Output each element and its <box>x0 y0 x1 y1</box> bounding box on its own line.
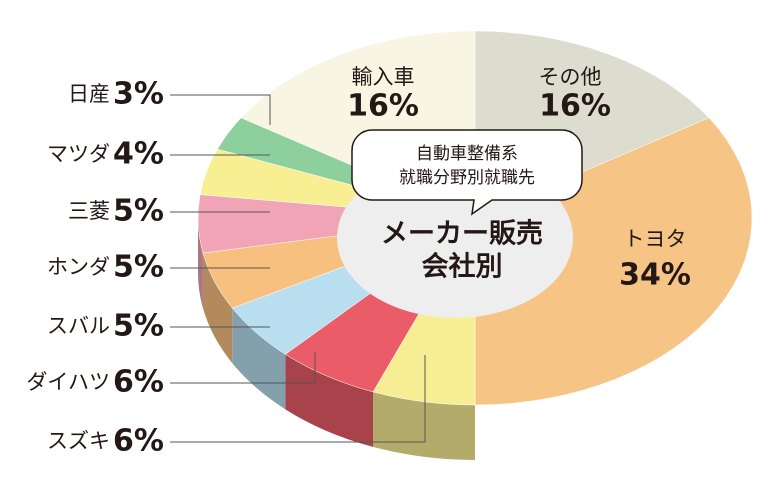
slice-side <box>202 253 233 364</box>
leader-line <box>170 352 316 384</box>
value-label: 5% <box>113 309 164 344</box>
subtitle: 自動車整備系 <box>416 144 518 164</box>
category-label: スバル <box>47 314 110 338</box>
category-label: その他 <box>539 65 602 89</box>
value-label: 5% <box>113 194 164 229</box>
title: 会社別 <box>422 251 503 283</box>
value-label: 16% <box>347 89 419 124</box>
category-label: マツダ <box>47 142 110 166</box>
value-label: 5% <box>113 250 164 285</box>
title: メーカー販売 <box>381 219 543 250</box>
category-label: トヨタ <box>624 227 687 251</box>
subtitle: 就職分野別就職先 <box>399 168 535 188</box>
category-label: ホンダ <box>47 255 110 279</box>
leader-line <box>170 94 271 125</box>
value-label: 16% <box>539 89 611 124</box>
speech-bubble <box>351 129 583 216</box>
value-label: 6% <box>113 365 164 400</box>
slice-side <box>373 391 475 460</box>
category-label: 日産 <box>68 82 110 106</box>
leader-line <box>170 355 426 443</box>
slice-side <box>232 308 286 410</box>
category-label: 三菱 <box>68 199 110 223</box>
category-label: 輸入車 <box>352 65 415 89</box>
value-label: 4% <box>113 137 164 172</box>
category-label: スズキ <box>47 429 110 453</box>
slice-side <box>198 218 203 309</box>
value-label: 3% <box>113 77 164 112</box>
category-label: ダイハツ <box>26 370 110 394</box>
value-label: 6% <box>113 424 164 459</box>
value-label: 34% <box>619 258 691 293</box>
slice-side <box>285 354 374 447</box>
